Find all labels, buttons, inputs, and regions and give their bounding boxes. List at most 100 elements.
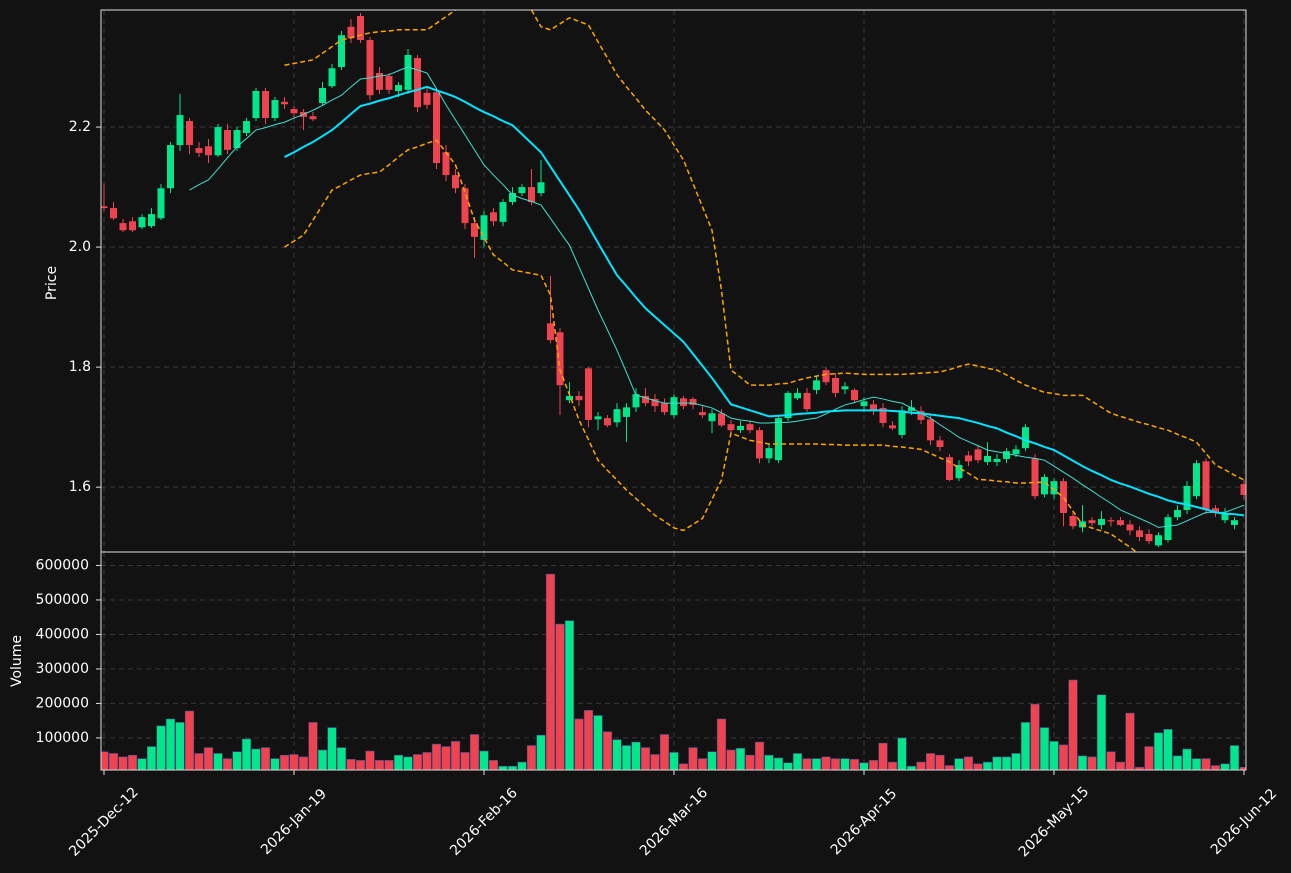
candle-body [613,409,621,423]
volume-bar [441,746,451,770]
volume-bar [1020,722,1031,770]
volume-bar [1115,761,1126,770]
candle-body [452,175,459,189]
candle-body [1240,484,1246,495]
volume-bar [1191,758,1202,770]
volume-bar [203,747,214,770]
volume-bar [1229,745,1240,770]
overlay-line [284,85,1245,517]
candle-body [1193,463,1200,497]
volume-bar [783,762,793,770]
candle-body [157,188,165,219]
candle-body [813,380,820,390]
volume-bar [127,754,138,770]
candle-body [870,404,877,411]
volume-bar [355,760,366,770]
candle-body [328,68,336,87]
volume-bar [697,758,708,770]
candle-body [623,407,630,417]
overlay-line [284,139,1244,552]
volume-bar [498,765,508,770]
volume-bar [184,710,195,770]
candle-body [993,458,1001,462]
volume-bar [251,748,261,770]
candle-body [357,16,364,41]
volume-bar [1144,746,1154,770]
candle-body [851,389,858,401]
volume-bar [564,620,575,770]
candle-body [138,217,146,228]
candle-body [290,109,298,114]
candle-body [908,407,915,411]
volume-bar [1039,727,1050,770]
volume-bar [1220,763,1230,770]
candle-body [366,40,374,96]
candle-body [718,413,725,426]
candle-body [1145,533,1153,542]
volume-bar [745,754,755,770]
candle-body [395,85,402,92]
volume-bar [1011,753,1021,770]
candle-body [1212,508,1219,513]
volume-bar [631,741,641,770]
candle-body [528,187,535,203]
candle-body [148,214,155,227]
candle-body [651,398,659,407]
volume-bar [954,758,964,770]
candle-body [186,121,193,146]
candle-body [499,202,507,222]
candle-body [376,73,383,90]
volume-bar [906,765,917,770]
candle-body [110,208,117,219]
candle-body [784,392,792,419]
volume-bar [935,754,945,770]
candle-body [680,398,687,407]
volume-bar [1201,758,1211,770]
candle-body [1202,461,1210,510]
volume-bar [137,758,147,770]
candle-body [927,419,934,441]
volume-bar [688,747,698,770]
volume-bar [536,734,546,770]
volume-bar [507,765,518,770]
candle-body [765,448,773,459]
y-tick-label: 100000 [36,730,89,746]
candle-body [480,215,488,240]
volume-bar [707,751,717,770]
candle-body [1069,515,1077,527]
volume-bar [821,756,831,770]
volume-bar [1153,732,1164,770]
candle-body [775,418,782,461]
volume-bar [336,747,347,770]
candle-body [101,206,108,209]
y-tick-label: 500000 [36,592,89,608]
candle-body [537,182,545,194]
candle-body [224,130,231,150]
volume-bar [1182,748,1192,770]
candle-body [1031,458,1039,497]
candle-body [281,101,288,105]
candle-body [889,425,896,429]
candle-body [708,413,716,422]
y-tick-label: 2.2 [69,119,91,135]
volume-bar [678,763,689,770]
volume-bar [289,754,299,770]
candle-body [176,115,184,146]
candle-body [642,395,649,404]
volume-bar [574,718,584,770]
volume-bar [754,741,765,770]
volume-bar [925,753,936,770]
candle-body [746,424,754,431]
volume-bar [279,754,290,770]
volume-bar [526,745,537,770]
candle-body [404,55,412,90]
volume-bar [811,758,822,770]
volume-bar [488,760,499,770]
candle-body [1060,481,1067,513]
volume-bar [165,718,176,770]
candle-body [1174,509,1181,518]
volume-bar [450,741,461,770]
volume-bar [1058,744,1069,770]
candle-body [319,88,326,104]
volume-bar [384,760,394,770]
